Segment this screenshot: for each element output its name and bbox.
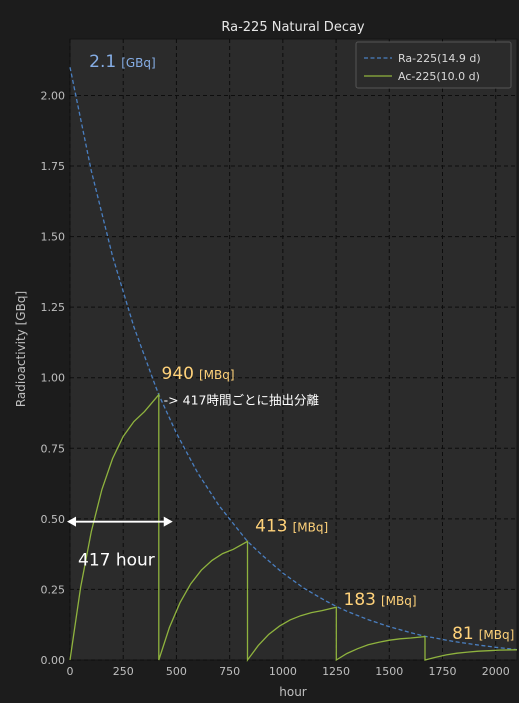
y-axis-label: Radioactivity [GBq] xyxy=(14,291,28,407)
y-tick-label: 0.25 xyxy=(41,583,66,596)
x-tick-label: 1750 xyxy=(429,665,457,678)
annotation-label: 81 [MBq] xyxy=(452,624,514,644)
x-tick-label: 2000 xyxy=(482,665,510,678)
annotation-unit: [MBq] xyxy=(479,628,515,642)
extraction-note: -> 417時間ごとに抽出分離 xyxy=(164,393,320,408)
series-layer xyxy=(69,67,518,662)
grid xyxy=(69,39,517,661)
annotation-unit: [GBq] xyxy=(121,56,156,70)
x-axis: 0 250 500 750 1000 1250 1500 1750 2000 xyxy=(67,665,510,678)
interval-arrow-head-right xyxy=(163,516,173,527)
x-tick-label: 1500 xyxy=(375,665,403,678)
legend-label-ac225: Ac-225(10.0 d) xyxy=(398,70,480,83)
y-axis: 0.00 0.25 0.50 0.75 1.00 1.25 1.50 1.75 2.00 xyxy=(41,89,66,667)
y-tick-label: 1.75 xyxy=(41,160,66,173)
x-tick-label: 750 xyxy=(219,665,240,678)
x-tick-label: 1250 xyxy=(322,665,350,678)
y-tick-label: 0.00 xyxy=(41,654,66,667)
annotation-label: 940 [MBq] xyxy=(162,364,235,384)
annotation-value: 81 xyxy=(452,624,474,644)
y-tick-label: 0.50 xyxy=(41,513,66,526)
annotation-value: 413 xyxy=(255,517,287,537)
x-axis-label: hour xyxy=(279,685,307,699)
y-tick-label: 1.00 xyxy=(41,372,66,385)
y-tick-label: 1.50 xyxy=(41,231,66,244)
interval-label: 417 hour xyxy=(78,551,155,571)
x-tick-label: 1000 xyxy=(269,665,297,678)
x-tick-label: 0 xyxy=(67,665,74,678)
annotation-unit: [MBq] xyxy=(293,521,329,535)
y-tick-label: 0.75 xyxy=(41,442,66,455)
interval-arrow-head-left xyxy=(67,516,76,527)
annotation-value: 2.1 xyxy=(89,52,116,72)
legend: Ra-225(14.9 d) Ac-225(10.0 d) xyxy=(355,41,512,89)
series-line-1 xyxy=(69,392,518,662)
series-line-0 xyxy=(69,67,518,651)
annotation-layer: 2.1 [GBq] 940 [MBq] 413 [MBq] 183 [MBq] 81 [MBq] -… xyxy=(67,52,514,644)
x-tick-label: 500 xyxy=(166,665,187,678)
legend-label-ra225: Ra-225(14.9 d) xyxy=(398,52,481,65)
annotation-unit: [MBq] xyxy=(381,594,417,608)
x-tick-label: 250 xyxy=(113,665,134,678)
legend-box xyxy=(355,41,512,89)
chart-title: Ra-225 Natural Decay xyxy=(221,20,365,35)
annotation-unit: [MBq] xyxy=(199,368,235,382)
annotation-value: 940 xyxy=(162,364,194,384)
y-tick-label: 1.25 xyxy=(41,301,66,314)
annotation-value: 183 xyxy=(344,590,376,610)
y-tick-label: 2.00 xyxy=(41,89,66,102)
annotation-label: 413 [MBq] xyxy=(255,517,328,537)
annotation-label: 183 [MBq] xyxy=(344,590,417,610)
annotation-label: 2.1 [GBq] xyxy=(89,52,156,72)
